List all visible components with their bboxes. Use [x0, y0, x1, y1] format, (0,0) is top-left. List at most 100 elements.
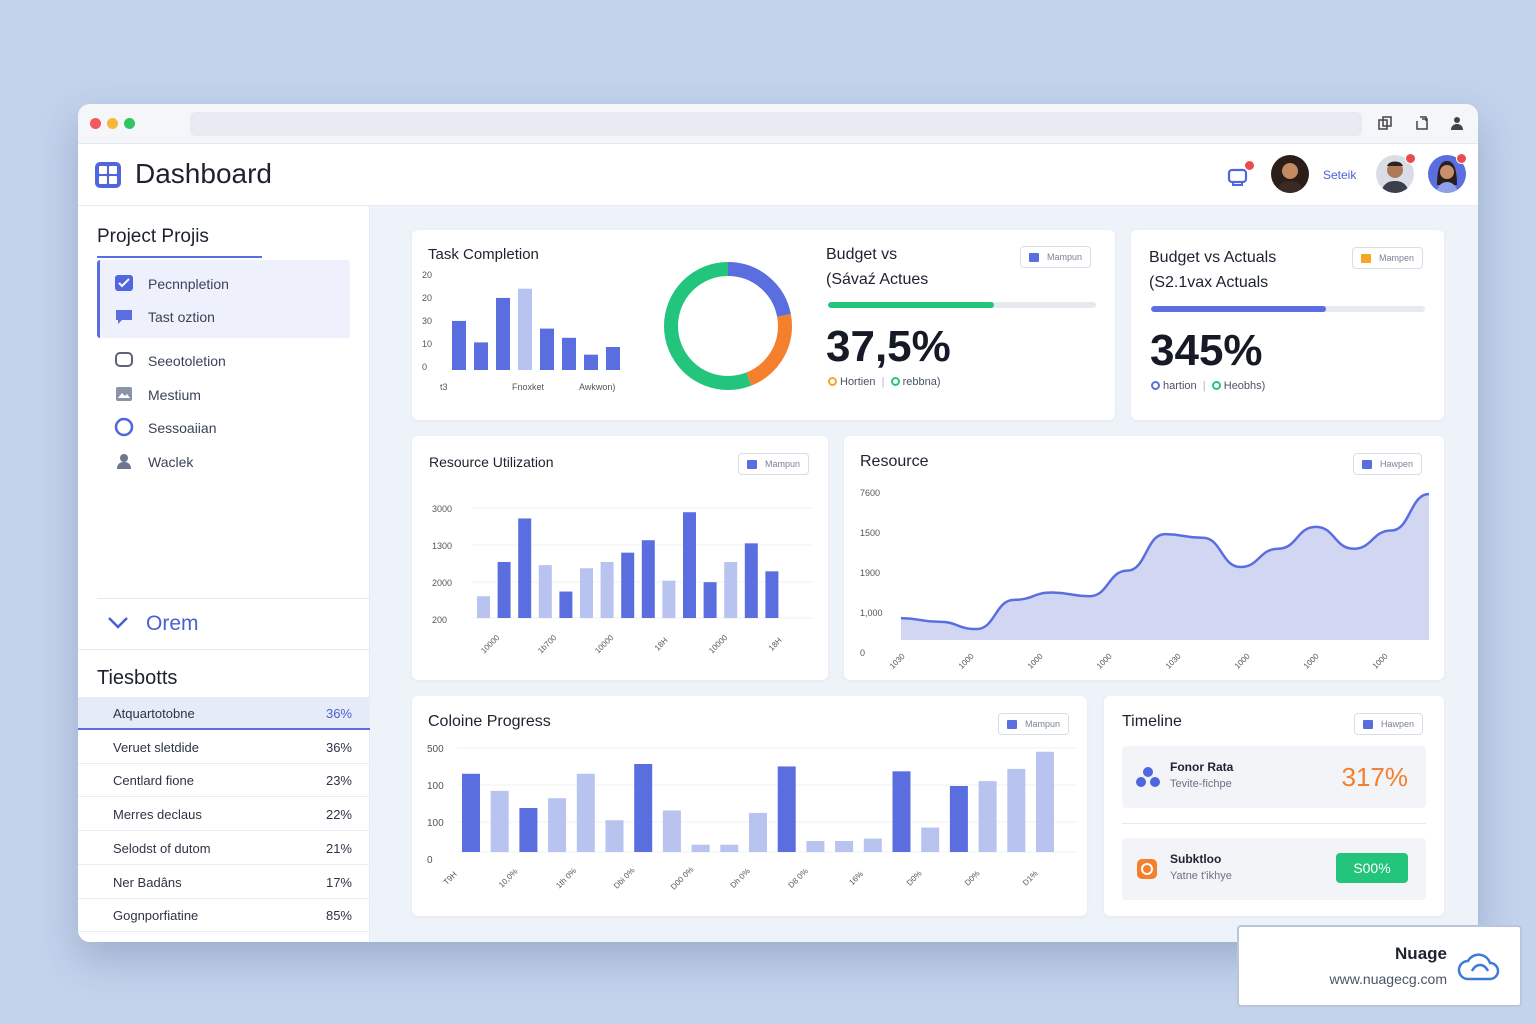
bar — [634, 764, 653, 852]
bar — [1007, 768, 1026, 852]
x-tick-label: T9H — [442, 870, 459, 887]
user-name[interactable]: Seteik — [1323, 168, 1357, 182]
sidebar-item-4[interactable]: Waclek — [148, 454, 194, 470]
budget-actuals-legend: hartion | Heobhs) — [1151, 380, 1265, 392]
sidebar: Project Projis Pecnnpletion Tast oztion … — [78, 206, 370, 942]
donut-slice — [664, 262, 792, 390]
task-completion-donut-chart — [664, 262, 792, 390]
timeline-item[interactable]: Fonor Rata Tevite-fichpe 317% — [1122, 746, 1426, 808]
sidebar-item-2[interactable]: Mestium — [148, 387, 201, 403]
bar — [538, 565, 552, 618]
bar — [749, 812, 767, 852]
sidebar-item-1[interactable]: Seeotoletion — [148, 353, 226, 369]
timeline-card: Timeline Hawpen Fonor Rata Tevite-fichpe… — [1104, 696, 1444, 916]
series-line — [900, 492, 1430, 631]
budget-actuals-value: 345% — [1150, 326, 1263, 375]
x-tick-label: Awkwon) — [579, 382, 615, 392]
sidebar-title-underline — [97, 256, 262, 258]
sidebar-item-task[interactable]: Tast oztion — [148, 309, 215, 325]
x-tick-label: 1th 0% — [554, 866, 578, 890]
table-row[interactable]: Selnonrre t3ireasrS410 — [78, 933, 370, 943]
bar — [921, 827, 940, 852]
bar — [576, 773, 595, 852]
chevron-down-icon[interactable] — [107, 616, 129, 630]
avatar[interactable] — [1271, 155, 1309, 193]
table-row[interactable]: Atquartotobne 36% — [78, 697, 370, 730]
resource-util-chip[interactable]: Mampun — [738, 453, 810, 475]
collapse-label[interactable]: Orem — [146, 612, 199, 635]
row-value: 22% — [325, 807, 352, 823]
row-value: 36% — [325, 706, 352, 721]
budget-actuals-card: Budget vs Actuals (S2.1vax Actuals Mampe… — [1131, 230, 1444, 420]
table-row[interactable]: Centlard fione 23% — [78, 764, 370, 798]
table-title: Tiesbotts — [97, 667, 178, 689]
timeline-item[interactable]: Subktloo Yatne t'ikhye S00% — [1122, 838, 1426, 900]
bar — [518, 518, 532, 618]
minimize-dot[interactable] — [107, 118, 118, 129]
share-icon[interactable] — [1414, 115, 1430, 131]
budget-actuals-progress-bar — [1151, 306, 1425, 312]
x-tick-label: 1b700 — [536, 633, 558, 655]
row-label: Gognporfiatine — [113, 908, 199, 924]
sidebar-item-3[interactable]: Sessoaiian — [148, 420, 217, 436]
table-row[interactable]: Veruet sletdide 36% — [78, 731, 370, 764]
maximize-dot[interactable] — [124, 118, 135, 129]
notifications-icon[interactable] — [1227, 164, 1251, 186]
bar — [765, 571, 779, 618]
bar — [691, 844, 710, 852]
table-row[interactable]: Gognporfiatine 85% — [78, 899, 370, 933]
bar — [835, 841, 854, 852]
row-value: 23% — [325, 773, 352, 789]
y-tick-label: 0 — [422, 362, 427, 372]
user-group-icon — [117, 454, 131, 469]
circle-icon — [114, 417, 134, 437]
bar — [559, 591, 573, 618]
bar — [662, 580, 676, 618]
sidebar-item-completion[interactable]: Pecnnpletion — [148, 276, 229, 292]
timeline-chip[interactable]: Hawpen — [1354, 713, 1424, 735]
chart-icon — [1007, 720, 1017, 729]
users-icon — [1136, 767, 1160, 787]
y-tick-label: 0 — [860, 648, 865, 658]
bar — [462, 773, 480, 852]
area-fill — [901, 494, 1429, 640]
row-value: 21% — [325, 840, 352, 856]
profile-icon[interactable] — [1449, 115, 1465, 131]
x-tick-label: Fnoxket — [512, 382, 545, 392]
address-bar[interactable] — [190, 112, 1362, 136]
copy-icon[interactable] — [1377, 115, 1393, 131]
table-row[interactable]: Ner Badâns 17% — [78, 866, 370, 899]
budget-legend: Hortien | rebbna) — [828, 376, 941, 388]
budget-progress-bar — [828, 302, 1096, 308]
budget-actuals-chip[interactable]: Mampen — [1352, 247, 1424, 269]
bar — [562, 337, 576, 370]
sidebar-active-group — [97, 260, 350, 338]
x-tick-label: Dh 0% — [729, 867, 752, 890]
avatar[interactable] — [1376, 155, 1414, 193]
table-row[interactable]: Merres declaus 22% — [78, 798, 370, 832]
timeline-item-title: Subktloo — [1170, 852, 1222, 866]
close-dot[interactable] — [90, 118, 101, 129]
task-completion-card: Task Completion 20 20 30 10 0 t3 Fnoxket Awkwon… — [412, 230, 1115, 420]
bar — [806, 841, 825, 852]
bar — [662, 810, 681, 852]
x-tick-label: 10000 — [593, 633, 615, 655]
record-icon — [1137, 859, 1157, 879]
coloine-chip[interactable]: Mampun — [998, 713, 1070, 735]
y-tick-label: 1500 — [860, 528, 880, 538]
cloud-logo-icon — [1457, 953, 1500, 981]
task-completion-bar-chart: 20 20 30 10 0 t3 Fnoxket Awkwon) — [422, 270, 620, 392]
x-tick-label: 1030 — [888, 651, 907, 670]
budget-chip[interactable]: Mampun — [1020, 246, 1092, 268]
dashboard-grid-icon — [95, 162, 121, 188]
bar — [497, 562, 511, 618]
chat-icon — [116, 310, 132, 324]
card-title: Coloine Progress — [428, 713, 551, 730]
card-title: Budget vs Actuals — [1149, 249, 1277, 266]
x-tick-label: 18H — [767, 636, 784, 653]
watermark-box: Nuage www.nuagecg.com — [1237, 925, 1522, 1007]
y-tick-label: 100 — [427, 818, 444, 829]
table-row[interactable]: Selodst of dutom 21% — [78, 832, 370, 865]
resource-chip[interactable]: Hawpen — [1353, 453, 1423, 475]
avatar[interactable] — [1428, 155, 1466, 193]
